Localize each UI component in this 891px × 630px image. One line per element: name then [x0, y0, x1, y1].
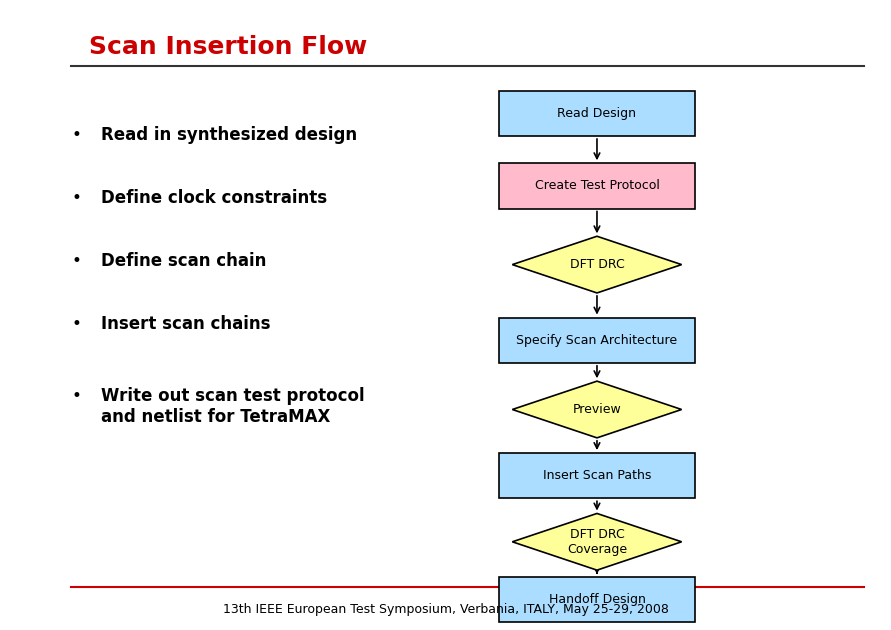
Text: Insert Scan Paths: Insert Scan Paths — [543, 469, 651, 482]
FancyBboxPatch shape — [499, 318, 695, 363]
FancyBboxPatch shape — [499, 163, 695, 209]
Text: Insert scan chains: Insert scan chains — [101, 315, 270, 333]
Text: Handoff Design: Handoff Design — [549, 593, 645, 606]
Text: •: • — [71, 315, 81, 333]
Text: Preview: Preview — [573, 403, 621, 416]
Text: Read Design: Read Design — [558, 107, 636, 120]
Polygon shape — [512, 236, 682, 293]
Text: Create Test Protocol: Create Test Protocol — [535, 180, 659, 192]
Text: •: • — [71, 387, 81, 406]
FancyBboxPatch shape — [499, 577, 695, 622]
Text: DFT DRC: DFT DRC — [569, 258, 625, 271]
FancyBboxPatch shape — [499, 453, 695, 498]
Text: Read in synthesized design: Read in synthesized design — [101, 126, 356, 144]
Polygon shape — [512, 381, 682, 438]
Text: Define scan chain: Define scan chain — [101, 252, 266, 270]
Text: Write out scan test protocol
and netlist for TetraMAX: Write out scan test protocol and netlist… — [101, 387, 364, 427]
Text: 13th IEEE European Test Symposium, Verbania, ITALY, May 25-29, 2008: 13th IEEE European Test Symposium, Verba… — [223, 603, 668, 616]
Polygon shape — [512, 513, 682, 570]
Text: Define clock constraints: Define clock constraints — [101, 189, 327, 207]
Text: Specify Scan Architecture: Specify Scan Architecture — [517, 334, 677, 347]
Text: •: • — [71, 189, 81, 207]
Text: DFT DRC
Coverage: DFT DRC Coverage — [567, 528, 627, 556]
Text: Scan Insertion Flow: Scan Insertion Flow — [89, 35, 367, 59]
Text: •: • — [71, 126, 81, 144]
Text: •: • — [71, 252, 81, 270]
FancyBboxPatch shape — [499, 91, 695, 136]
